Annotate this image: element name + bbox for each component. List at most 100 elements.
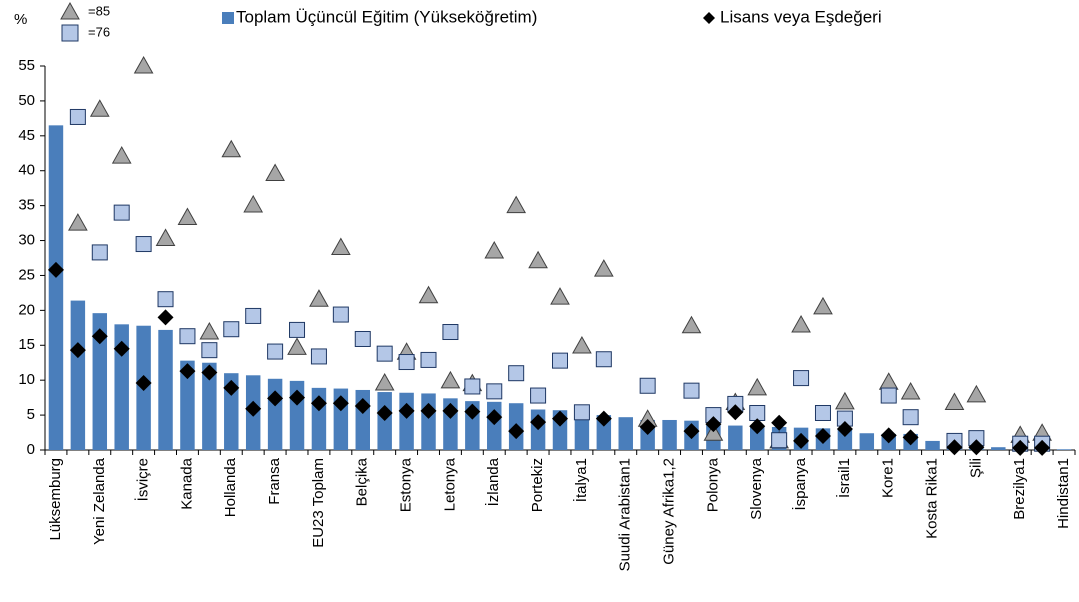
square-marker (310, 348, 327, 365)
triangle-marker (68, 213, 88, 231)
triangle-marker (287, 337, 307, 355)
y-axis-label: % (14, 11, 27, 28)
triangle-marker (440, 370, 461, 389)
x-tick-label: İspanya (791, 457, 809, 510)
square-marker (289, 321, 306, 338)
legend-swatch (60, 1, 80, 20)
y-tick-label: 20 (18, 301, 35, 318)
legend-label: Toplam Üçüncül Eğitim (Yükseköğretim) (236, 7, 537, 26)
square-marker (201, 342, 218, 359)
bar (421, 393, 436, 450)
square-marker (573, 404, 590, 421)
bar (70, 300, 86, 450)
triangle-marker (506, 195, 527, 214)
square-marker (354, 330, 371, 347)
triangle-marker (330, 237, 351, 256)
x-tick-label: Lüksemburg (47, 458, 64, 541)
diamond-marker (420, 402, 437, 419)
diamond-marker (223, 379, 240, 396)
triangle-marker (944, 392, 965, 411)
bar (618, 417, 633, 450)
diamond-marker (836, 421, 853, 438)
x-tick-label: EU23 Toplam (310, 458, 327, 548)
square-marker (223, 321, 240, 338)
y-tick-label: 5 (27, 406, 35, 423)
diamond-marker (69, 342, 86, 359)
triangle-marker (703, 423, 724, 441)
diamond-marker (771, 414, 788, 431)
diamond-marker (639, 418, 656, 435)
legend-swatch (61, 24, 79, 42)
triangle-marker (418, 285, 439, 304)
x-tick-label: Portekiz (529, 458, 546, 512)
square-marker (464, 378, 481, 395)
diamond-marker (157, 309, 174, 326)
square-marker (486, 383, 503, 400)
diamond-marker (1012, 439, 1029, 456)
bar (728, 425, 743, 450)
bar (859, 433, 875, 450)
triangle-marker (309, 289, 329, 307)
diamond-marker (310, 395, 327, 412)
square-marker (398, 354, 415, 371)
triangle-marker (528, 250, 548, 269)
diamond-marker (1034, 439, 1051, 456)
bar (114, 324, 129, 450)
x-tick-label: Hindistan1 (1055, 458, 1072, 529)
diamond-marker (442, 402, 459, 419)
triangle-marker (681, 315, 702, 334)
bar (1056, 449, 1072, 450)
square-marker (332, 306, 349, 323)
square-marker (135, 236, 152, 253)
diamond-marker (398, 402, 415, 419)
square-marker (508, 365, 525, 382)
legend-label: =85 (88, 3, 110, 18)
bar (48, 125, 64, 450)
x-tick-label: Kore1 (880, 458, 897, 498)
square-marker (814, 404, 831, 421)
diamond-marker (354, 398, 371, 415)
legend-swatch (222, 12, 234, 24)
x-tick-label: Brezilya1 (1011, 458, 1028, 520)
triangle-marker (133, 55, 154, 74)
diamond-marker (552, 410, 568, 427)
triangle-marker (813, 296, 833, 315)
triangle-marker (265, 163, 285, 182)
diamond-marker (113, 340, 130, 357)
triangle-marker (374, 372, 395, 391)
triangle-marker (835, 391, 855, 410)
x-tick-label: Güney Afrika1,2 (661, 458, 678, 565)
x-tick-label: Yeni Zelanda (91, 457, 108, 545)
triangle-marker (111, 146, 132, 164)
triangle-marker (89, 99, 110, 117)
triangle-marker (747, 377, 768, 396)
x-tick-label: Letonya (441, 457, 458, 511)
legend-label: =76 (88, 24, 110, 39)
bar (92, 313, 108, 450)
legend-label: Lisans veya Eşdeğeri (720, 7, 882, 26)
diamond-marker (267, 390, 284, 407)
x-tick-label: Kosta Rika1 (924, 458, 941, 539)
square-marker (267, 343, 284, 360)
x-tick-label: İzlanda (484, 457, 502, 506)
triangle-marker (791, 315, 811, 333)
triangle-marker (878, 372, 899, 390)
square-marker (376, 345, 393, 362)
diamond-marker (289, 389, 306, 406)
y-tick-label: 40 (18, 162, 35, 179)
square-marker (420, 351, 437, 368)
diamond-marker (727, 404, 744, 421)
diamond-marker (814, 428, 831, 445)
diamond-marker (530, 414, 547, 431)
triangle-marker (243, 194, 264, 213)
bar (377, 392, 392, 450)
diamond-marker (683, 423, 700, 440)
triangle-marker (572, 335, 592, 354)
x-tick-label: Suudi Arabistan1 (617, 458, 634, 571)
diamond-marker (47, 261, 64, 278)
legend-swatch (703, 12, 715, 24)
diamond-marker (179, 363, 196, 380)
triangle-marker (593, 259, 614, 277)
triangle-marker (966, 384, 987, 403)
